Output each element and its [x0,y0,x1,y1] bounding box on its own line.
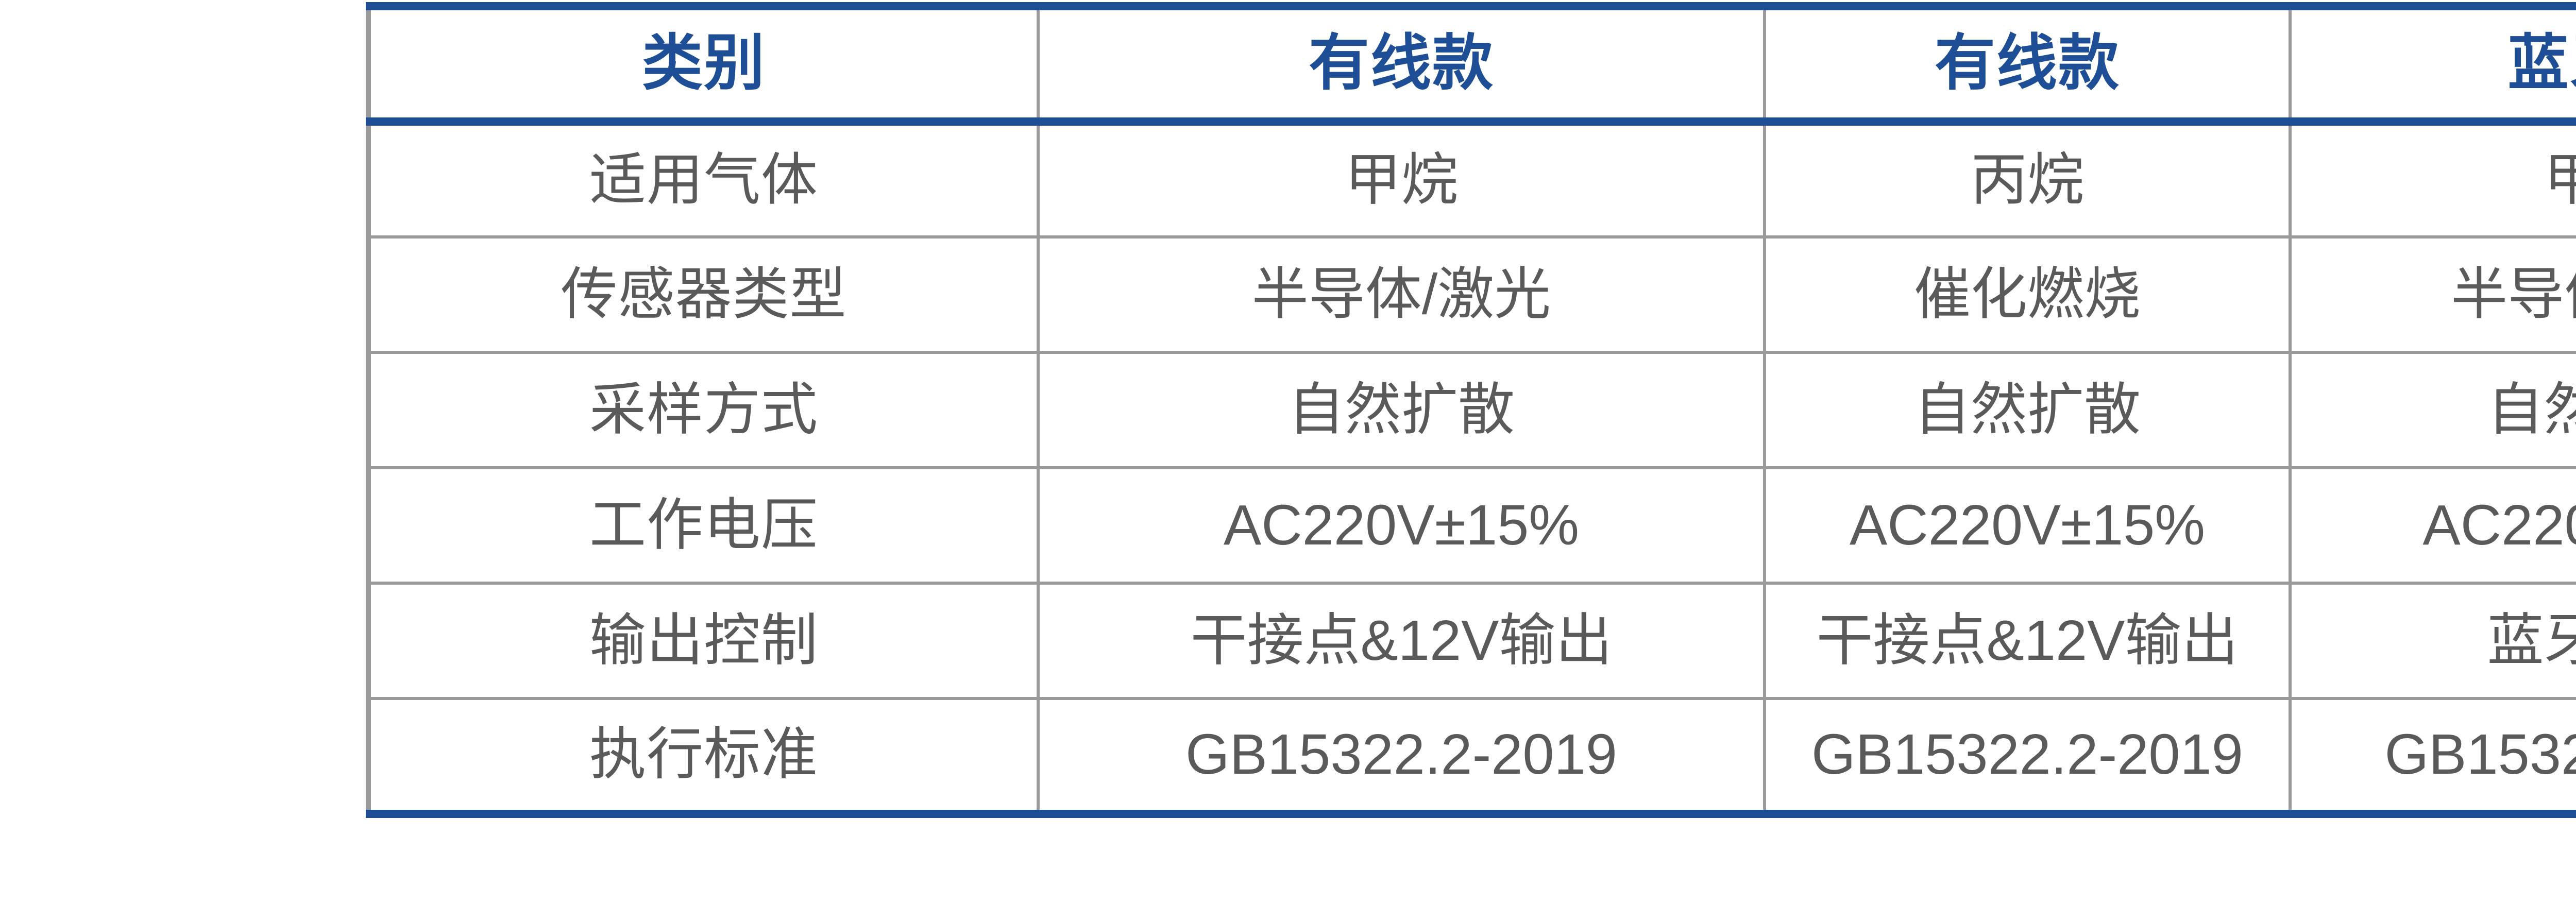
product-spec-table: 类别 有线款 有线款 蓝牙款 2.4G款 适用气体 甲烷 丙烷 甲烷 甲烷 传感… [366,2,2576,818]
cell-applicable-gas-wired-propane: 丙烷 [1765,122,2292,238]
cell-output-control-wired-propane: 干接点&12V输出 [1765,583,2292,700]
row-label-applicable-gas: 适用气体 [368,122,1040,238]
row-label-sampling-method: 采样方式 [368,352,1040,469]
cell-sampling-method-wired-propane: 自然扩散 [1765,352,2292,469]
table-row: 适用气体 甲烷 丙烷 甲烷 甲烷 [368,122,2576,238]
row-label-standard: 执行标准 [368,698,1040,814]
cell-sampling-method-wired-methane: 自然扩散 [1038,352,1766,469]
table-header: 类别 有线款 有线款 蓝牙款 2.4G款 [368,6,2576,126]
cell-working-voltage-wired-methane: AC220V±15% [1038,468,1766,585]
cell-sensor-type-bluetooth: 半导体/激光 [2290,237,2576,354]
column-header-bluetooth: 蓝牙款 [2290,6,2576,126]
cell-output-control-wired-methane: 干接点&12V输出 [1038,583,1766,700]
cell-sampling-method-bluetooth: 自然扩散 [2290,352,2576,469]
cell-sensor-type-wired-methane: 半导体/激光 [1038,237,1766,354]
cell-sensor-type-wired-propane: 催化燃烧 [1765,237,2292,354]
cell-standard-bluetooth: GB15322.2-2019 [2290,698,2576,814]
row-label-output-control: 输出控制 [368,583,1040,700]
table-row: 工作电压 AC220V±15% AC220V±15% AC220V±15% AC… [368,468,2576,585]
cell-standard-wired-propane: GB15322.2-2019 [1765,698,2292,814]
cell-standard-wired-methane: GB15322.2-2019 [1038,698,1766,814]
cell-applicable-gas-wired-methane: 甲烷 [1038,122,1766,238]
column-header-category: 类别 [368,6,1040,126]
column-header-wired-propane: 有线款 [1765,6,2292,126]
table-row: 输出控制 干接点&12V输出 干接点&12V输出 蓝牙模块 RF（2.4G）无线… [368,583,2576,700]
row-label-working-voltage: 工作电压 [368,468,1040,585]
cell-working-voltage-wired-propane: AC220V±15% [1765,468,2292,585]
spec-table-container: 类别 有线款 有线款 蓝牙款 2.4G款 适用气体 甲烷 丙烷 甲烷 甲烷 传感… [366,2,2576,818]
cell-applicable-gas-bluetooth: 甲烷 [2290,122,2576,238]
table-row: 采样方式 自然扩散 自然扩散 自然扩散 自然扩散 [368,352,2576,469]
cell-working-voltage-bluetooth: AC220V±15% [2290,468,2576,585]
table-body: 适用气体 甲烷 丙烷 甲烷 甲烷 传感器类型 半导体/激光 催化燃烧 半导体/激… [368,122,2576,814]
cell-output-control-bluetooth: 蓝牙模块 [2290,583,2576,700]
column-header-wired-methane: 有线款 [1038,6,1766,126]
row-label-sensor-type: 传感器类型 [368,237,1040,354]
table-header-row: 类别 有线款 有线款 蓝牙款 2.4G款 [368,6,2576,126]
table-row: 传感器类型 半导体/激光 催化燃烧 半导体/激光 半导体/激光 [368,237,2576,354]
table-row: 执行标准 GB15322.2-2019 GB15322.2-2019 GB153… [368,698,2576,814]
